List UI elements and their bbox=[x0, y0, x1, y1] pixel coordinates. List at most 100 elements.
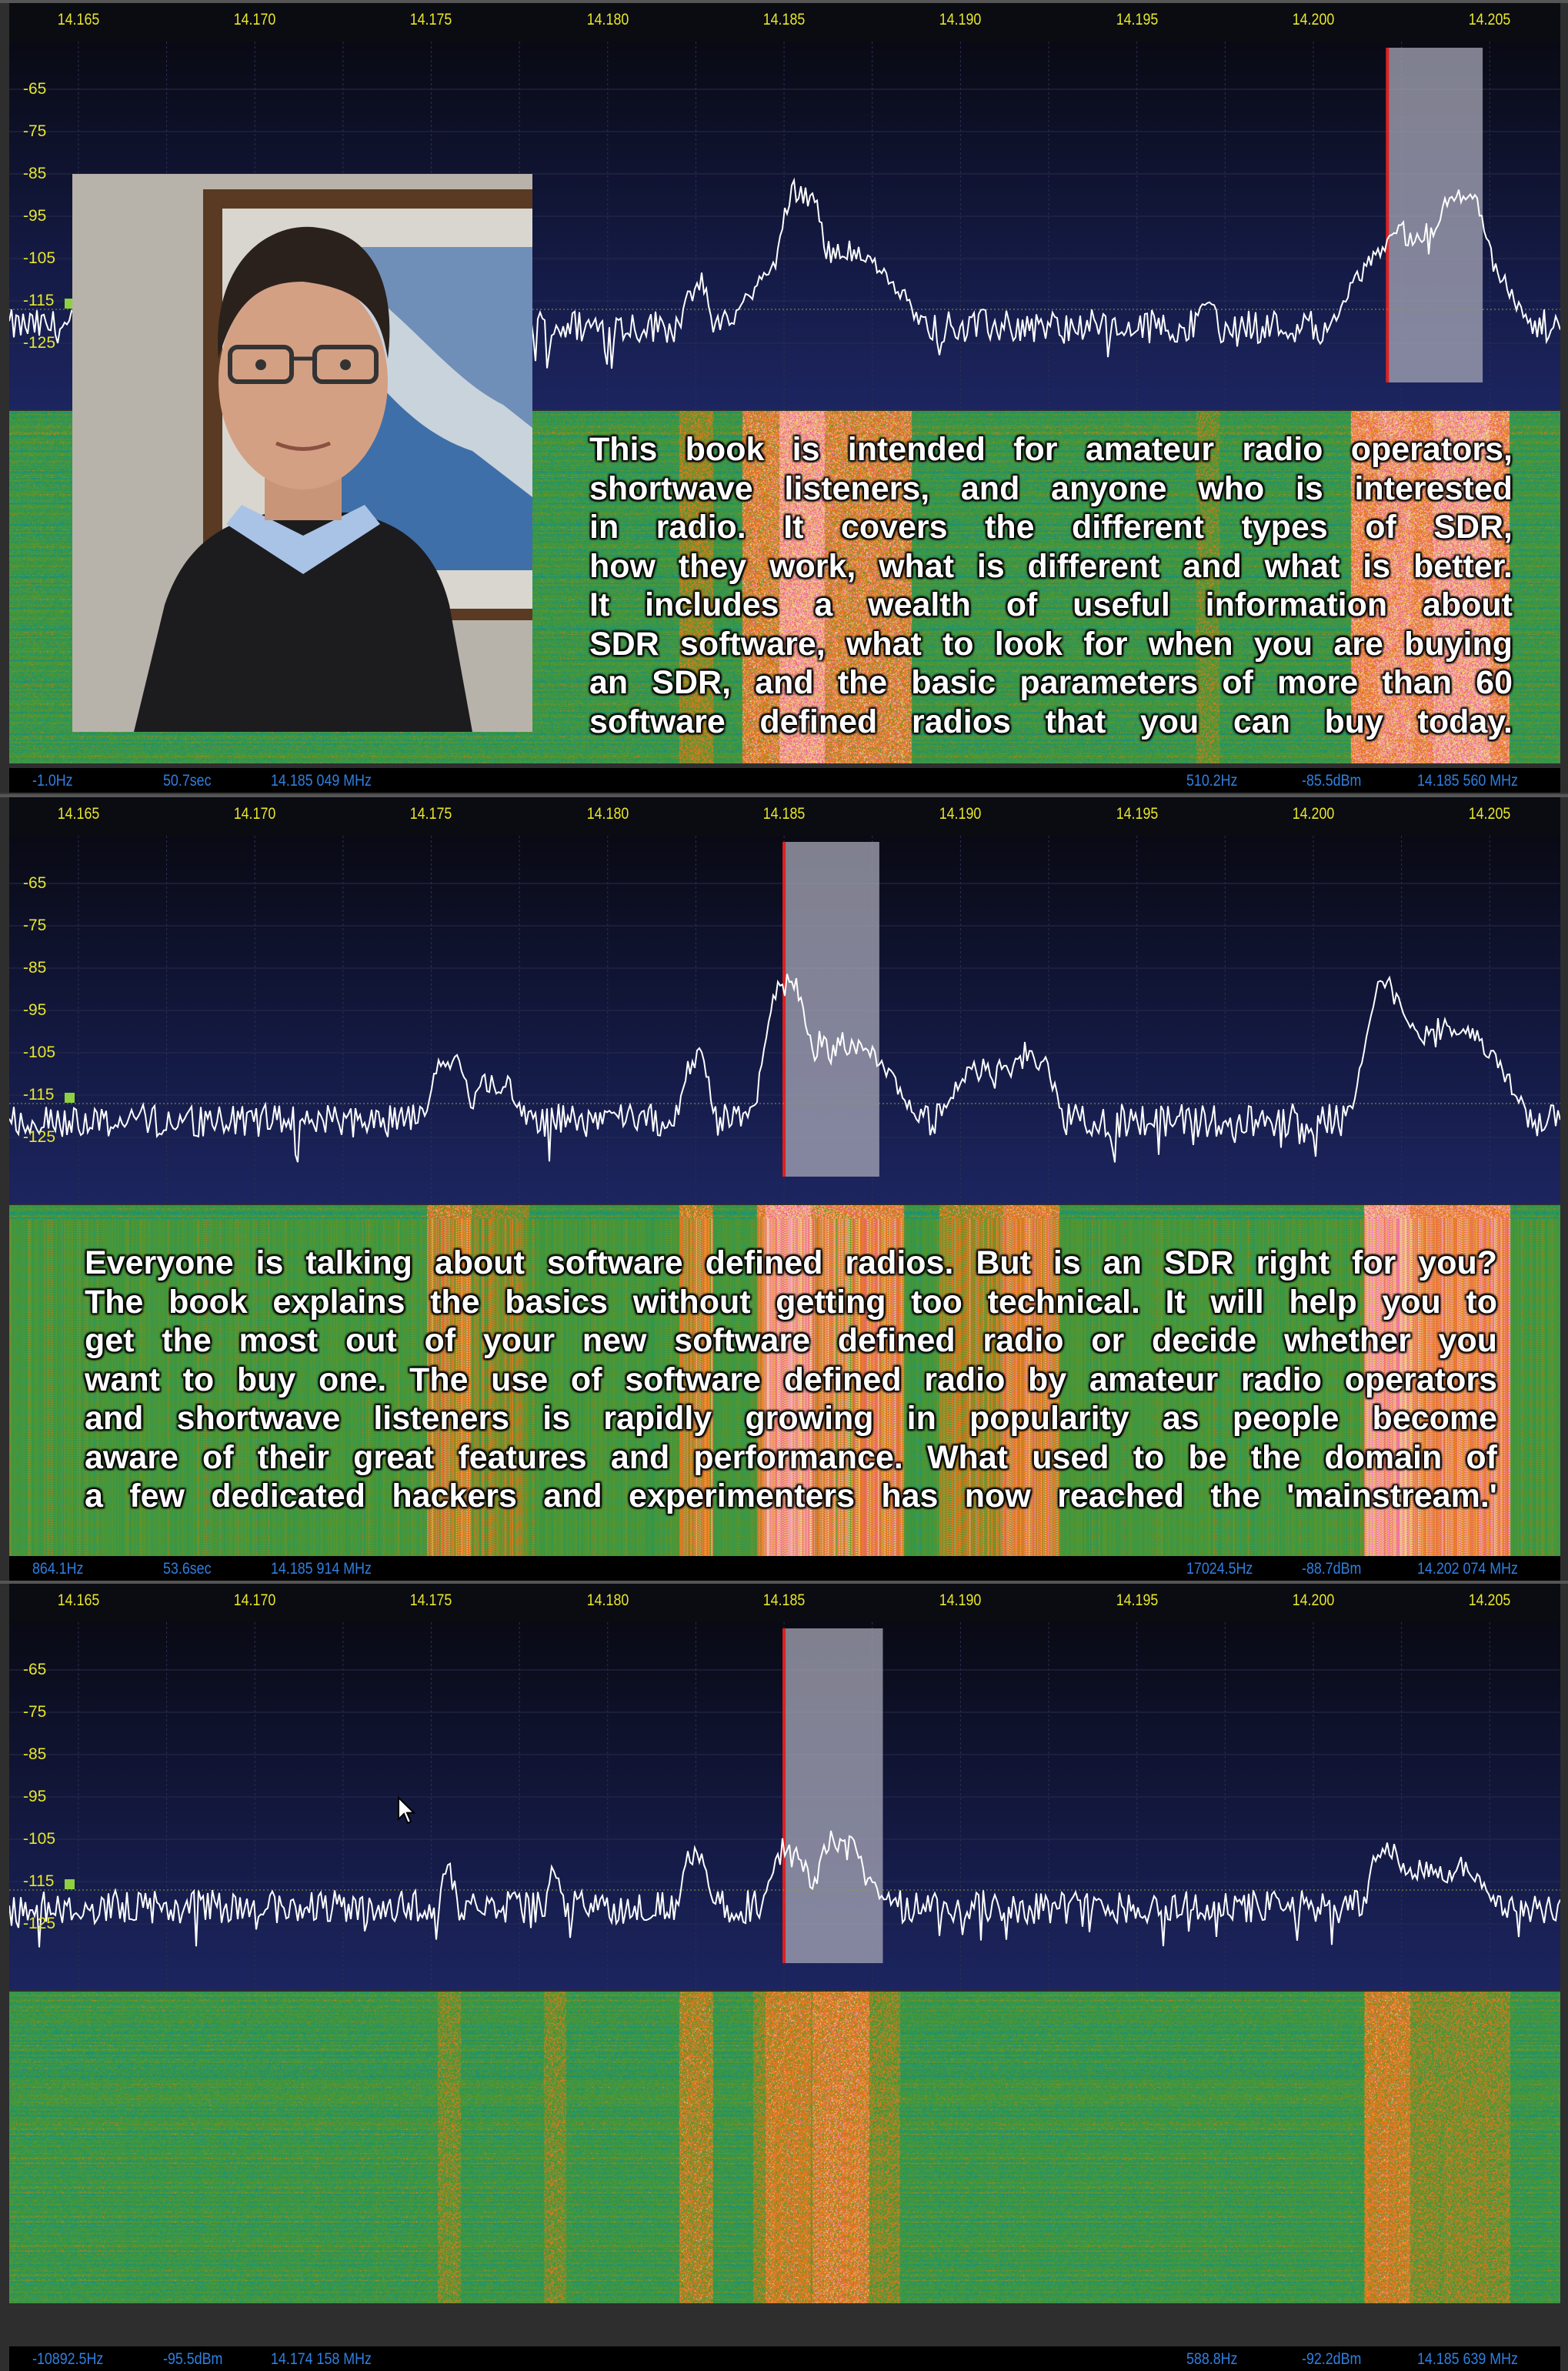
frequency-axis: 14.165 14.170 14.175 14.180 14.185 14.190 14.1… bbox=[9, 3, 1560, 42]
level-tick-label: -115 bbox=[23, 292, 55, 309]
frequency-tick-label: 14.165 bbox=[57, 805, 100, 823]
spectrum-display[interactable]: -65 -75 -85 -95 -105 -115 -125 bbox=[9, 1622, 1560, 1990]
frequency-tick-label: 14.170 bbox=[233, 11, 276, 28]
frequency-tick-label: 14.165 bbox=[57, 11, 100, 28]
tuned-frequency-readout: 14.185 639 MHz bbox=[1417, 2350, 1518, 2368]
text-line: aware of their great features and perfor… bbox=[85, 1438, 1497, 1476]
text-line: It includes a wealth of useful informati… bbox=[589, 586, 1513, 623]
frequency-tick-label: 14.195 bbox=[1116, 1591, 1158, 1609]
text-line: a few dedicated hackers and experimenter… bbox=[85, 1478, 1497, 1514]
squelch-marker[interactable] bbox=[65, 1879, 75, 1889]
frequency-tick-label: 14.200 bbox=[1292, 11, 1335, 28]
squelch-marker[interactable] bbox=[65, 1093, 75, 1103]
status-bar: 864.1Hz 53.6sec 14.185 914 MHz 17024.5Hz -88… bbox=[9, 1556, 1560, 1581]
frequency-tick-label: 14.165 bbox=[57, 1591, 100, 1609]
level-tick-label: -115 bbox=[23, 1872, 55, 1890]
level-tick-label: -125 bbox=[23, 1128, 56, 1146]
frequency-tick-label: 14.190 bbox=[939, 11, 982, 28]
frequency-tick-label: 14.195 bbox=[1116, 11, 1158, 28]
level-tick-label: -105 bbox=[23, 1044, 56, 1061]
text-line: in radio. It covers the different types … bbox=[589, 509, 1513, 546]
frequency-readout: 14.185 914 MHz bbox=[271, 1560, 372, 1578]
frequency-tick-label: 14.195 bbox=[1116, 805, 1158, 823]
status-bar: -10892.5Hz -95.5dBm 14.174 158 MHz 588.8Hz -… bbox=[9, 2346, 1560, 2371]
level-tick-label: -65 bbox=[23, 1661, 47, 1678]
level-readout: -92.2dBm bbox=[1302, 2350, 1362, 2368]
level-tick-label: -75 bbox=[23, 917, 47, 934]
level-readout: -88.7dBm bbox=[1302, 1560, 1362, 1578]
spectrum-trace bbox=[9, 973, 1560, 1163]
offset-readout: 864.1Hz bbox=[32, 1560, 84, 1578]
level-tick-label: -105 bbox=[23, 1830, 56, 1848]
level-tick-label: -115 bbox=[23, 1086, 55, 1104]
text-line: This book is intended for amateur radio … bbox=[589, 431, 1513, 468]
frequency-tick-label: 14.180 bbox=[586, 805, 629, 823]
bandwidth-readout: 588.8Hz bbox=[1186, 2350, 1238, 2368]
time-readout: 53.6sec bbox=[163, 1560, 212, 1578]
offset-readout: -1.0Hz bbox=[32, 772, 73, 790]
frequency-tick-label: 14.175 bbox=[410, 1591, 452, 1609]
spectrum-panel-2: 14.165 14.170 14.175 14.180 14.185 14.190 14.1… bbox=[0, 794, 1568, 1581]
spectrum-panel-1: 14.165 14.170 14.175 14.180 14.185 14.190 14.1… bbox=[0, 0, 1568, 793]
level-tick-label: -85 bbox=[23, 959, 47, 977]
bandwidth-readout: 17024.5Hz bbox=[1186, 1560, 1253, 1578]
frequency-readout: 14.174 158 MHz bbox=[271, 2350, 372, 2368]
level-tick-label: -95 bbox=[23, 1788, 47, 1805]
text-line: shortwave listeners, and anyone who is i… bbox=[589, 469, 1513, 507]
status-bar: -1.0Hz 50.7sec 14.185 049 MHz 510.2Hz -85.5d… bbox=[9, 768, 1560, 793]
frequency-tick-label: 14.175 bbox=[410, 805, 452, 823]
text-line: want to buy one. The use of software def… bbox=[85, 1361, 1497, 1398]
spectrum-trace bbox=[9, 1830, 1560, 1948]
frequency-axis: 14.165 14.170 14.175 14.180 14.185 14.190 14.1… bbox=[9, 797, 1560, 836]
time-readout: 50.7sec bbox=[163, 772, 212, 790]
tuned-frequency-readout: 14.185 560 MHz bbox=[1417, 772, 1518, 790]
frequency-tick-label: 14.205 bbox=[1468, 11, 1511, 28]
passband-filter[interactable] bbox=[784, 1628, 883, 1963]
frequency-axis: 14.165 14.170 14.175 14.180 14.185 14.190 14.1… bbox=[9, 1584, 1560, 1622]
level-tick-label: -95 bbox=[23, 1001, 47, 1019]
text-line: an SDR, and the basic parameters of more… bbox=[589, 664, 1513, 701]
text-line: get the most out of your new software de… bbox=[85, 1322, 1497, 1359]
frequency-tick-label: 14.205 bbox=[1468, 805, 1511, 823]
frequency-tick-label: 14.185 bbox=[762, 805, 806, 823]
frequency-tick-label: 14.185 bbox=[762, 1591, 806, 1609]
spectrum-panel-3: 14.165 14.170 14.175 14.180 14.185 14.190 14.1… bbox=[0, 1581, 1568, 2371]
frequency-tick-label: 14.170 bbox=[233, 805, 276, 823]
frequency-tick-label: 14.200 bbox=[1292, 1591, 1335, 1609]
spectrum-display[interactable]: -65 -75 -85 -95 -105 -115 -125 bbox=[9, 836, 1560, 1204]
text-line: The book explains the basics without get… bbox=[85, 1283, 1497, 1321]
squelch-marker[interactable] bbox=[65, 299, 75, 309]
level-tick-label: -65 bbox=[23, 874, 47, 892]
book-description-text: This book is intended for amateur radio … bbox=[589, 430, 1513, 741]
frequency-tick-label: 14.180 bbox=[586, 11, 629, 28]
mouse-cursor-icon bbox=[398, 1796, 416, 1825]
level-tick-label: -75 bbox=[23, 1703, 47, 1721]
level-tick-label: -85 bbox=[23, 165, 47, 182]
offset-readout: -10892.5Hz bbox=[32, 2350, 104, 2368]
text-line: Everyone is talking about software defin… bbox=[85, 1244, 1497, 1281]
frequency-tick-label: 14.190 bbox=[939, 805, 982, 823]
tuned-frequency-readout: 14.202 074 MHz bbox=[1417, 1560, 1518, 1578]
level-tick-label: -95 bbox=[23, 207, 47, 225]
level-tick-label: -125 bbox=[23, 334, 56, 352]
text-line: SDR software, what to look for when you … bbox=[589, 625, 1513, 663]
level-tick-label: -75 bbox=[23, 122, 47, 140]
text-line: and shortwave listeners is rapidly growi… bbox=[85, 1400, 1497, 1437]
passband-filter[interactable] bbox=[784, 842, 879, 1177]
frequency-tick-label: 14.185 bbox=[762, 11, 806, 28]
level-readout: -85.5dBm bbox=[1302, 772, 1362, 790]
author-photo bbox=[72, 174, 532, 732]
text-line: software defined radios that you can buy… bbox=[589, 703, 1513, 740]
waterfall-display[interactable] bbox=[9, 1205, 1560, 1558]
waterfall-display[interactable] bbox=[9, 1992, 1560, 2303]
level-tick-label: -85 bbox=[23, 1745, 47, 1763]
frequency-tick-label: 14.170 bbox=[233, 1591, 276, 1609]
level-tick-label: -105 bbox=[23, 249, 56, 267]
frequency-tick-label: 14.175 bbox=[410, 11, 452, 28]
bandwidth-readout: 510.2Hz bbox=[1186, 772, 1238, 790]
frequency-tick-label: 14.180 bbox=[586, 1591, 629, 1609]
frequency-tick-label: 14.205 bbox=[1468, 1591, 1511, 1609]
passband-filter[interactable] bbox=[1387, 48, 1483, 382]
frequency-tick-label: 14.190 bbox=[939, 1591, 982, 1609]
frequency-readout: 14.185 049 MHz bbox=[271, 772, 372, 790]
